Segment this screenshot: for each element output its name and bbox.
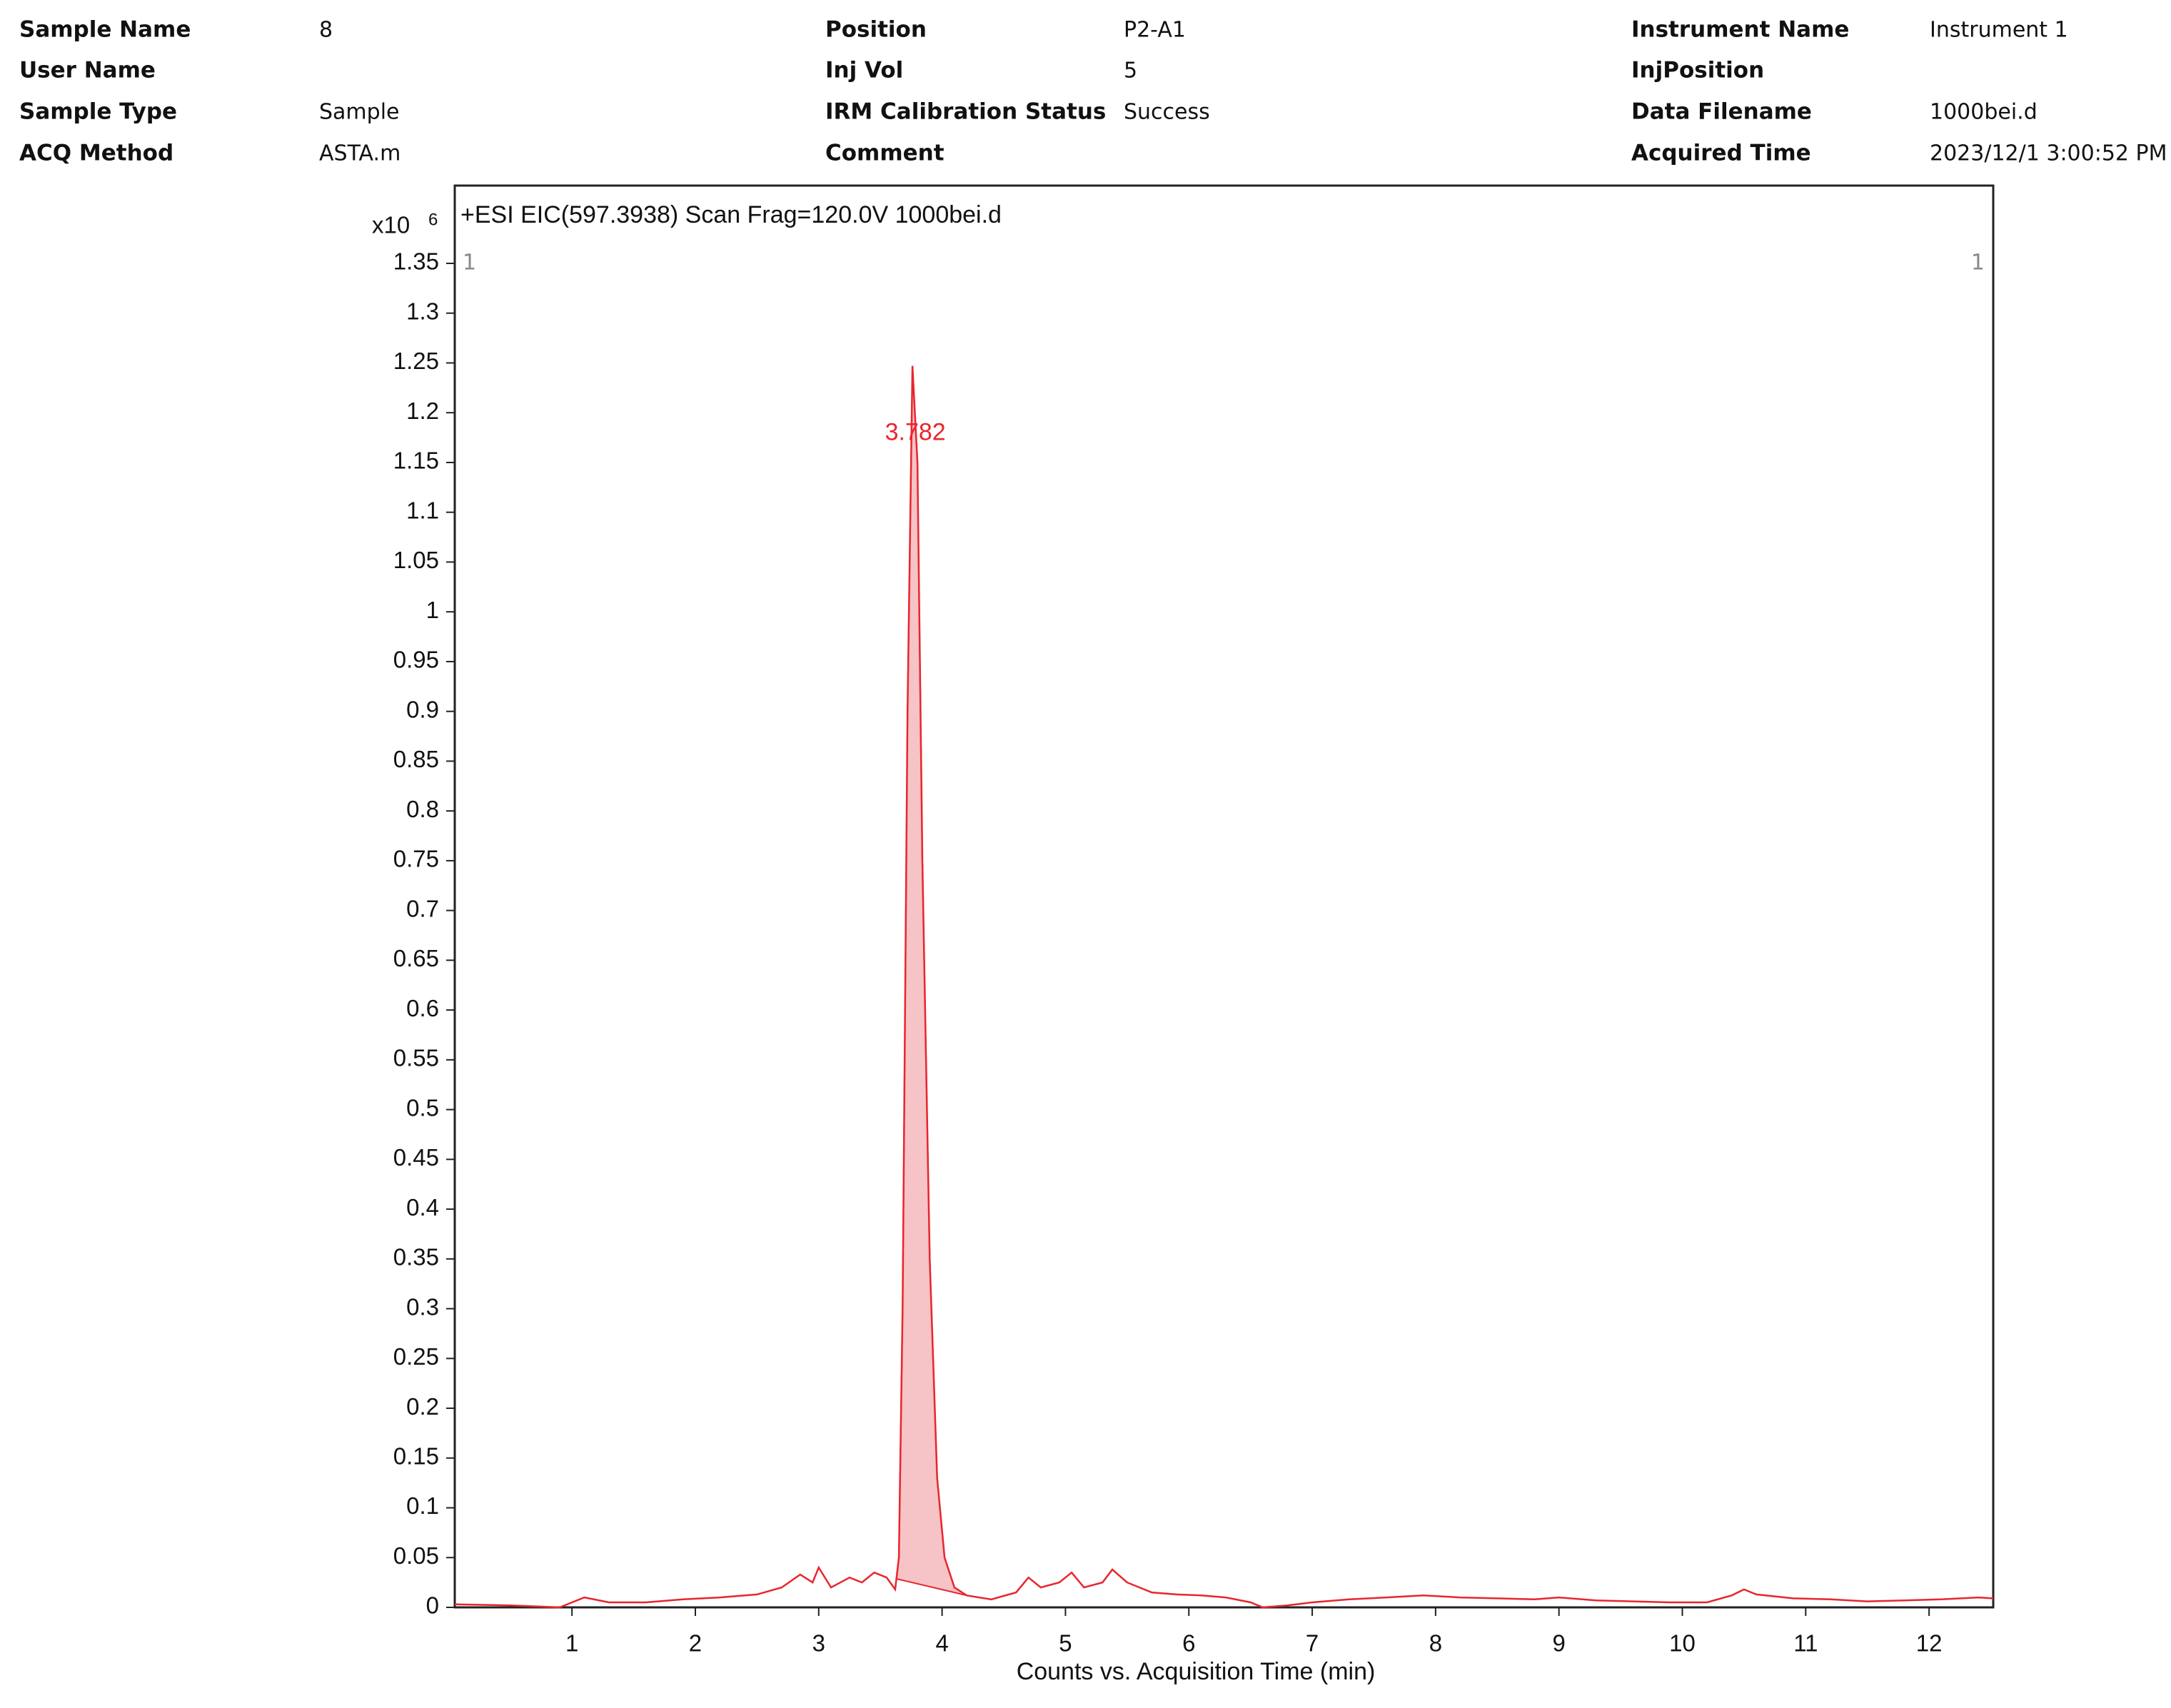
y-tick-label: 0.75 <box>393 846 439 872</box>
field-label: Sample Name <box>19 17 191 43</box>
y-tick-label: 0.15 <box>393 1442 439 1469</box>
y-tick-label: 0.3 <box>406 1293 439 1320</box>
field-value: 1000bei.d <box>1930 100 2037 125</box>
y-tick-label: 1 <box>426 597 439 623</box>
y-tick-label: 0.8 <box>406 796 439 822</box>
y-tick-label: 0.35 <box>393 1244 439 1270</box>
field-value: P2-A1 <box>1124 18 1186 43</box>
field-label: Instrument Name <box>1631 17 1849 43</box>
y-tick-label: 0 <box>426 1592 439 1619</box>
x-tick-label: 10 <box>1669 1630 1696 1657</box>
y-tick-label: 0.9 <box>406 696 439 722</box>
x-tick-label: 9 <box>1553 1630 1566 1657</box>
y-tick-label: 1.1 <box>406 497 439 523</box>
y-tick-label: 1.35 <box>393 248 439 275</box>
field-value: 2023/12/1 3:00:52 PM <box>1930 141 2167 166</box>
y-tick-label: 1.25 <box>393 348 439 374</box>
y-tick-label: 1.05 <box>393 547 439 573</box>
y-tick-label: 0.1 <box>406 1492 439 1519</box>
y-tick-label: 0.85 <box>393 746 439 772</box>
x-tick-label: 5 <box>1059 1630 1072 1657</box>
y-tick-label: 0.2 <box>406 1393 439 1420</box>
y-tick-label: 0.65 <box>393 945 439 971</box>
chart-frame <box>453 184 1995 1609</box>
field-value: 8 <box>319 18 333 43</box>
field-value: 5 <box>1124 59 1137 84</box>
y-tick-label: 1.3 <box>406 298 439 324</box>
y-tick-label: 0.95 <box>393 647 439 673</box>
x-tick-label: 3 <box>812 1630 825 1657</box>
y-scale-exponent: 6 <box>428 210 438 229</box>
y-tick-label: 0.55 <box>393 1045 439 1071</box>
field-label: Comment <box>825 141 945 166</box>
y-tick-label: 1.2 <box>406 398 439 424</box>
field-label: Data Filename <box>1631 99 1812 125</box>
field-label: Acquired Time <box>1631 141 1811 166</box>
x-tick-label: 8 <box>1429 1630 1442 1657</box>
x-tick-label: 4 <box>935 1630 948 1657</box>
x-tick-label: 2 <box>689 1630 702 1657</box>
corner-label: 1 <box>1971 251 1985 276</box>
y-tick-label: 0.25 <box>393 1343 439 1370</box>
y-tick-label: 0.6 <box>406 995 439 1021</box>
field-label: Sample Type <box>19 99 177 125</box>
y-tick-label: 0.4 <box>406 1194 439 1221</box>
x-tick-label: 12 <box>1916 1630 1943 1657</box>
y-tick-label: 1.15 <box>393 448 439 474</box>
x-tick-label: 11 <box>1793 1630 1818 1657</box>
peak-annotation: 3.782 <box>885 419 946 446</box>
x-tick-label: 7 <box>1306 1630 1319 1657</box>
field-label: Position <box>825 17 927 43</box>
field-value: Instrument 1 <box>1930 18 2068 43</box>
field-label: ACQ Method <box>19 141 173 166</box>
y-tick-label: 0.5 <box>406 1094 439 1121</box>
field-value: Success <box>1124 100 1210 125</box>
field-label: User Name <box>19 58 156 84</box>
x-axis-label: Counts vs. Acquisition Time (min) <box>1017 1658 1376 1685</box>
x-tick-label: 1 <box>565 1630 578 1657</box>
y-tick-label: 0.45 <box>393 1144 439 1171</box>
field-value: ASTA.m <box>319 141 401 166</box>
field-label: Inj Vol <box>825 58 903 84</box>
field-value: Sample <box>319 100 400 125</box>
corner-label: 1 <box>463 251 476 276</box>
trace-line <box>454 365 1994 1609</box>
x-tick-label: 6 <box>1182 1630 1195 1657</box>
field-label: IRM Calibration Status <box>825 99 1106 125</box>
peak-area <box>895 365 967 1597</box>
chart-title: +ESI EIC(597.3938) Scan Frag=120.0V 1000… <box>460 201 1002 228</box>
y-tick-label: 0.7 <box>406 895 439 921</box>
y-scale-label: x10 <box>372 212 410 238</box>
field-label: InjPosition <box>1631 58 1764 84</box>
y-tick-label: 0.05 <box>393 1542 439 1569</box>
